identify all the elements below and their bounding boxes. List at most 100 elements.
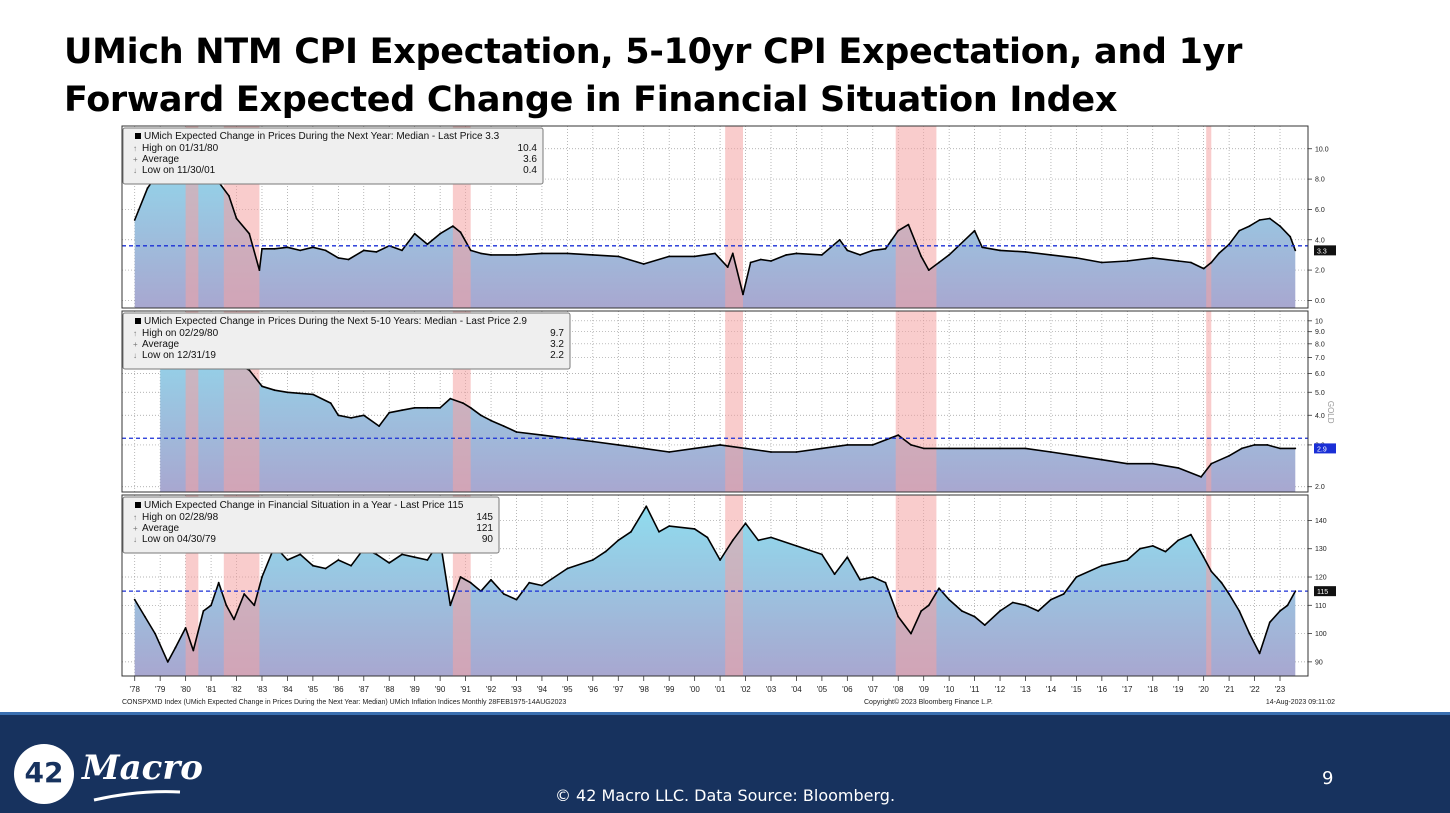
data-point xyxy=(1240,447,1243,450)
data-point xyxy=(439,232,441,235)
data-point xyxy=(785,254,788,256)
x-tick-label: '10 xyxy=(944,685,955,694)
x-tick-label: '92 xyxy=(486,685,497,694)
data-point xyxy=(243,593,246,595)
data-point xyxy=(1075,454,1078,457)
data-point xyxy=(757,539,760,542)
data-point xyxy=(286,391,289,394)
y-tick-label: 6.0 xyxy=(1315,371,1325,378)
last-price-label: 2.9 xyxy=(1317,446,1327,453)
data-point xyxy=(1139,547,1141,550)
x-tick-label: '94 xyxy=(537,685,548,694)
data-point xyxy=(388,562,391,564)
legend-low-value: 90 xyxy=(482,534,494,545)
data-point xyxy=(541,434,543,436)
data-point xyxy=(920,255,923,258)
data-point xyxy=(846,249,849,252)
data-point xyxy=(469,249,472,252)
data-point xyxy=(1024,604,1027,607)
data-point xyxy=(897,615,900,618)
legend-average-value: 3.2 xyxy=(550,339,564,350)
data-point xyxy=(1151,257,1154,259)
chart-figure: 0.0 2.0 4.0 6.0 8.0 10.0 3.3 UMich Expected Cha… xyxy=(121,125,1336,706)
y-tick-label: 8.0 xyxy=(1315,177,1325,184)
data-point xyxy=(719,444,721,446)
data-point xyxy=(604,550,607,553)
x-tick-label: '14 xyxy=(1046,685,1057,694)
data-point xyxy=(261,576,263,578)
data-point xyxy=(502,425,505,427)
x-tick-label: '11 xyxy=(970,685,980,694)
data-point xyxy=(983,624,986,626)
logo-badge xyxy=(14,744,74,804)
legend-high-icon: ↑ xyxy=(133,329,137,338)
data-point xyxy=(248,369,251,371)
x-tick-label: '83 xyxy=(257,685,268,694)
data-point xyxy=(350,417,352,419)
data-point xyxy=(388,411,391,414)
data-point xyxy=(1218,252,1220,255)
y-tick-label: 7.0 xyxy=(1315,355,1325,362)
data-point xyxy=(217,581,220,584)
data-point xyxy=(541,584,543,587)
data-point xyxy=(1190,261,1192,264)
data-point xyxy=(144,615,146,618)
x-axis: '78 '79 '80 '81 '82 '83 '84 '85 '86 '87 '88 '89 '90 '… xyxy=(130,676,1286,694)
panel-frame xyxy=(121,125,1309,309)
footer-divider xyxy=(0,712,1450,715)
data-point xyxy=(426,243,429,246)
data-point xyxy=(726,266,729,268)
data-point xyxy=(413,556,416,559)
recession-band xyxy=(895,495,937,676)
legend-low-icon: ↓ xyxy=(133,351,137,360)
data-point xyxy=(948,254,950,256)
data-point xyxy=(1286,604,1289,607)
data-point xyxy=(821,447,823,450)
data-point xyxy=(871,576,874,578)
legend-low-icon: ↓ xyxy=(133,166,137,175)
data-point xyxy=(744,522,747,525)
legend-high-label: High on 01/31/80 xyxy=(142,143,219,154)
data-point xyxy=(452,225,454,228)
data-point xyxy=(742,293,744,296)
x-tick-label: '90 xyxy=(435,685,446,694)
data-point xyxy=(1210,261,1213,264)
data-point xyxy=(846,444,849,446)
recession-band xyxy=(1206,495,1212,676)
logo-wordmark: Macro xyxy=(82,748,203,788)
data-point xyxy=(1011,601,1014,604)
x-tick-label: '20 xyxy=(1198,685,1209,694)
data-point xyxy=(973,229,976,232)
data-point xyxy=(1164,550,1167,553)
data-point xyxy=(469,406,472,409)
data-point xyxy=(490,578,492,581)
data-point xyxy=(469,581,472,584)
data-point xyxy=(337,559,340,561)
data-point xyxy=(1279,610,1281,612)
legend-average-value: 121 xyxy=(476,523,493,534)
data-point xyxy=(566,252,569,255)
x-tick-label: '82 xyxy=(231,685,242,694)
data-point xyxy=(378,425,380,427)
data-point xyxy=(591,440,594,443)
data-point xyxy=(948,598,950,601)
data-point xyxy=(922,447,925,450)
legend-average-icon: + xyxy=(133,524,138,533)
data-point xyxy=(795,451,798,453)
legend-background xyxy=(122,312,571,370)
x-tick-label: '17 xyxy=(1122,685,1133,694)
data-point xyxy=(1202,267,1205,270)
data-point xyxy=(253,604,256,607)
data-point xyxy=(286,246,289,249)
data-point xyxy=(347,258,350,261)
panel-frame xyxy=(121,310,1309,493)
data-point xyxy=(668,525,671,527)
data-point xyxy=(714,252,716,255)
data-point xyxy=(642,447,645,450)
data-point xyxy=(1200,476,1202,478)
data-point xyxy=(973,615,976,618)
page-number: 9 xyxy=(1322,768,1334,789)
data-point xyxy=(617,444,620,446)
y-tick-label: 2.0 xyxy=(1315,484,1325,491)
